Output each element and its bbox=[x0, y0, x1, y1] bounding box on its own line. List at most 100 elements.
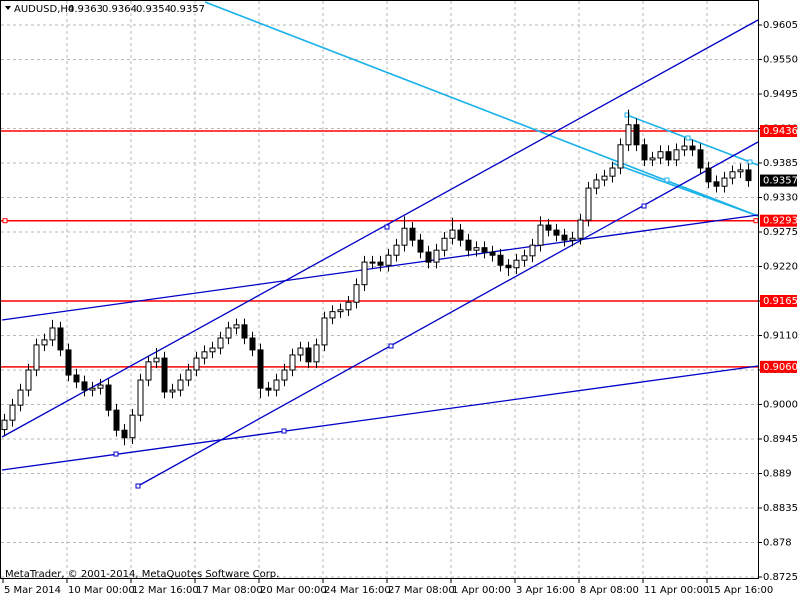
candle-body bbox=[593, 179, 600, 189]
y-tick-label: 0.8725 bbox=[763, 572, 798, 583]
plot-frame bbox=[0, 0, 759, 579]
candle-body bbox=[361, 261, 368, 286]
candle-body bbox=[105, 384, 112, 411]
candle-body bbox=[289, 354, 296, 371]
candle-body bbox=[497, 254, 504, 266]
y-tick-label: 0.9330 bbox=[763, 193, 798, 204]
x-tick-label: 8 Apr 08:00 bbox=[580, 585, 639, 596]
candle-body bbox=[193, 357, 200, 371]
candle-body bbox=[657, 151, 664, 159]
candle-body bbox=[241, 324, 248, 339]
candle-body bbox=[433, 249, 440, 263]
candle-body bbox=[41, 339, 48, 346]
anchor bbox=[384, 224, 390, 230]
level-tag bbox=[760, 214, 797, 227]
candle-body bbox=[337, 309, 344, 313]
candle-body bbox=[673, 149, 680, 161]
anchor bbox=[388, 343, 394, 349]
candle-body bbox=[73, 374, 80, 383]
candle-body bbox=[457, 229, 464, 241]
candle-body bbox=[705, 167, 712, 183]
candle-body bbox=[233, 324, 240, 329]
y-tick-label: 0.9000 bbox=[763, 400, 798, 411]
candle-body bbox=[281, 369, 288, 381]
anchor bbox=[664, 177, 670, 183]
candle-body bbox=[17, 389, 24, 406]
candle-body bbox=[113, 409, 120, 431]
candle-body bbox=[729, 171, 736, 179]
candle-body bbox=[425, 251, 432, 263]
x-tick-label: 27 Mar 08:00 bbox=[388, 585, 455, 596]
candle-body bbox=[89, 387, 96, 391]
candle-body bbox=[201, 351, 208, 359]
y-tick-label: 0.9495 bbox=[763, 89, 798, 100]
level-tag bbox=[760, 295, 797, 307]
level-label: 0.9060 bbox=[763, 362, 798, 373]
candle-body bbox=[473, 247, 480, 251]
y-tick-label: 0.8945 bbox=[763, 434, 798, 445]
trendline bbox=[1, 19, 759, 438]
menu-arrow[interactable] bbox=[5, 6, 11, 10]
candle-body bbox=[217, 337, 224, 349]
candle-body bbox=[513, 259, 520, 269]
level-label: 0.9436 bbox=[763, 126, 798, 137]
level-label: 0.9293 bbox=[763, 216, 798, 227]
candle-body bbox=[465, 239, 472, 251]
candle-body bbox=[121, 429, 128, 439]
anchor bbox=[281, 428, 287, 434]
anchor bbox=[113, 451, 119, 457]
candle-body bbox=[721, 177, 728, 187]
candle-body bbox=[553, 229, 560, 236]
x-tick-label: 10 Mar 00:00 bbox=[68, 585, 135, 596]
trendline bbox=[611, 162, 759, 217]
anchor bbox=[135, 483, 141, 489]
candle-body bbox=[601, 175, 608, 181]
candle-body bbox=[153, 357, 160, 363]
candle-body bbox=[689, 145, 696, 151]
candle-body bbox=[665, 151, 672, 161]
x-tick-label: 3 Apr 16:00 bbox=[516, 585, 575, 596]
ohlc-close: 0.9357 bbox=[170, 4, 205, 15]
ohlc-open: 0.9363 bbox=[68, 4, 103, 15]
candle-body bbox=[577, 219, 584, 239]
candle-body bbox=[257, 349, 264, 389]
candle-body bbox=[169, 389, 176, 393]
candle-body bbox=[633, 124, 640, 146]
candle-body bbox=[441, 237, 448, 251]
candle-body bbox=[265, 387, 272, 391]
level-tag bbox=[760, 125, 797, 138]
candle-body bbox=[145, 361, 152, 381]
levels bbox=[1, 130, 759, 368]
x-tick-label: 1 Apr 00:00 bbox=[452, 585, 511, 596]
x-tick-label: 20 Mar 00:00 bbox=[260, 585, 327, 596]
grid bbox=[1, 1, 758, 578]
candle-body bbox=[353, 284, 360, 303]
candle-body bbox=[329, 311, 336, 319]
level-anchor bbox=[2, 218, 8, 224]
trendline bbox=[1, 365, 759, 471]
y-tick-label: 0.9605 bbox=[763, 20, 798, 31]
x-tick-label: 24 Mar 16:00 bbox=[324, 585, 391, 596]
candle-body bbox=[521, 255, 528, 261]
candle-body bbox=[209, 347, 216, 353]
y-tick-label: 0.9110 bbox=[763, 331, 798, 342]
y-tick-label: 0.9550 bbox=[763, 55, 798, 66]
candle-body bbox=[401, 227, 408, 246]
candle-body bbox=[129, 414, 136, 439]
y-tick-label: 0.9275 bbox=[763, 227, 798, 238]
candle-body bbox=[225, 327, 232, 339]
candle-body bbox=[569, 237, 576, 241]
ohlc-low: 0.9354 bbox=[136, 4, 171, 15]
x-tick-label: 15 Apr 16:00 bbox=[708, 585, 773, 596]
candle-body bbox=[529, 244, 536, 257]
candle-body bbox=[25, 369, 32, 391]
y-tick-label: 0.9220 bbox=[763, 262, 798, 273]
x-tick-label: 5 Mar 2014 bbox=[4, 585, 61, 596]
candle-body bbox=[537, 224, 544, 246]
candle-body bbox=[393, 244, 400, 256]
candle-body bbox=[97, 384, 104, 389]
y-tick-label: 0.878 bbox=[763, 538, 792, 549]
candles bbox=[1, 109, 752, 446]
